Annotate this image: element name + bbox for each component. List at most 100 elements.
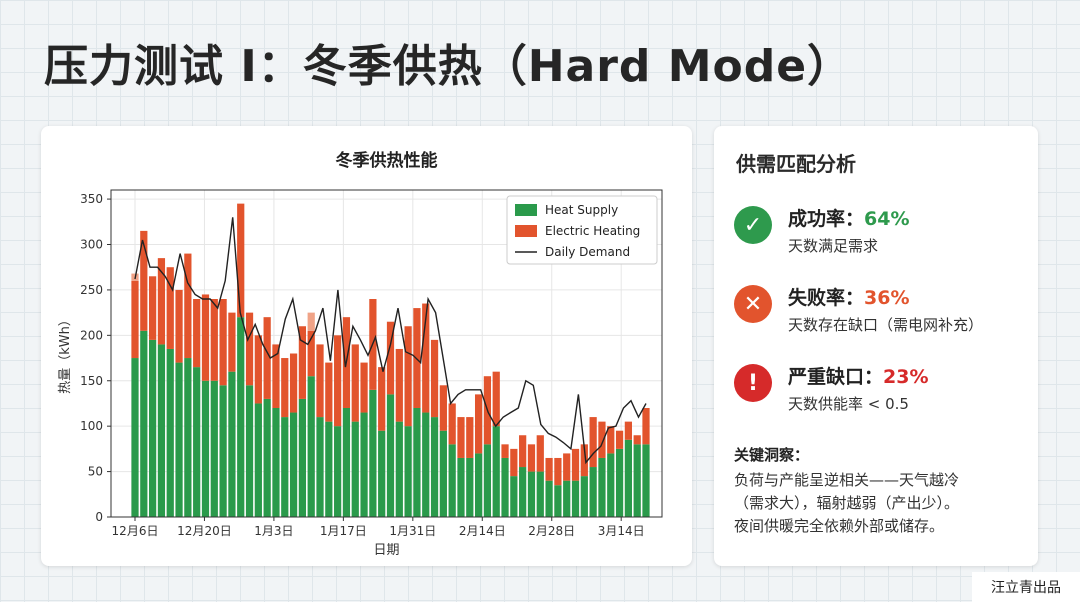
bar-heat-supply [334,426,342,517]
page-title: 压力测试 I：冬季供热（Hard Mode） [44,41,853,92]
bar-electric-heating [633,435,641,445]
bar-electric-heating [307,330,315,377]
bar-heat-supply [571,480,580,517]
bar-heat-supply [237,317,245,517]
bar-electric-heating [413,308,421,408]
x-tick-label: 12月20日 [177,524,232,538]
panel-title: 供需匹配分析 [736,152,856,176]
bar-electric-heating [580,444,588,477]
bar-electric-heating [228,312,236,372]
bar-heat-supply [510,476,518,517]
bar-heat-supply [210,380,218,517]
bar-electric-heating [448,403,456,445]
y-tick-label: 250 [80,283,103,297]
bar-electric-heating [386,321,395,395]
bar-electric-heating [281,358,289,418]
bar-electric-heating [607,426,615,454]
author-tag: 汪立青出品 [972,572,1080,602]
bar-electric-heating [325,362,333,422]
bar-electric-heating [157,258,166,345]
bar-electric-heating [140,230,148,331]
bar-heat-supply [298,398,307,517]
winter-heat-chart: 冬季供热性能 0 50 100 150 200 250 300 350 12月6日 12月20日 1月… [58,150,663,558]
bar-electric-heating [439,385,447,431]
metric-value: 64% [864,208,910,230]
x-tick-label: 1月3日 [254,524,293,538]
bar-heat-supply [457,457,465,517]
severe-gap-metric: ! 严重缺口：23% 天数供能率 < 0.5 [734,362,929,414]
bar-heat-supply [395,421,403,517]
bar-electric-heating [422,303,430,413]
metric-value: 36% [864,287,910,309]
bar-heat-supply [157,344,166,517]
bar-electric-heating [131,280,139,359]
bar-heat-supply [519,467,527,517]
bar-heat-supply [492,426,500,517]
bar-electric-heating [615,430,624,449]
y-tick-label: 350 [80,192,103,206]
legend-label: Daily Demand [545,245,630,259]
bar-heat-supply [580,476,588,517]
metric-label: 严重缺口： [788,366,884,388]
bar-heat-supply [536,471,544,517]
bar-heat-supply [219,385,227,517]
exclamation-circle-icon: ! [734,364,772,402]
bar-heat-supply [149,339,157,517]
bar-electric-heating [474,394,483,454]
bar-electric-heating [201,294,210,381]
bar-heat-supply [624,439,632,517]
bar-heat-supply [422,412,430,517]
bar-heat-supply [589,467,597,517]
bar-heat-supply [360,412,368,517]
x-tick-label: 12月6日 [112,524,159,538]
x-tick-label: 1月31日 [389,524,436,538]
bar-electric-heating [184,253,192,359]
y-tick-label: 200 [80,328,103,342]
bar-heat-supply [351,421,359,517]
bar-unmet [307,312,315,331]
bar-electric-heating [492,371,500,427]
bar-heat-supply [563,480,571,517]
bar-electric-heating [563,453,571,481]
bar-heat-supply [175,362,183,517]
bar-electric-heating [378,367,386,431]
bar-heat-supply [289,412,298,517]
bar-heat-supply [413,408,421,517]
y-tick-label: 300 [80,238,103,252]
bar-heat-supply [607,453,615,517]
bar-electric-heating [334,335,342,427]
bar-electric-heating [510,448,518,477]
metric-label: 失败率： [788,287,865,309]
metric-value: 23% [883,366,929,388]
bar-heat-supply [193,367,201,517]
plot-frame [110,189,663,518]
metric-desc: 天数满足需求 [788,237,879,255]
bar-heat-supply [448,444,456,517]
x-tick-label: 1月17日 [320,524,367,538]
metric-desc: 天数供能率 < 0.5 [788,395,909,413]
insight-line: 夜间供暖完全依赖外部或储存。 [734,517,945,535]
legend-label: Heat Supply [545,203,618,217]
metric-desc: 天数存在缺口（需电网补充） [788,316,984,334]
bar-electric-heating [219,299,227,386]
bar-heat-supply [527,471,536,517]
bar-heat-supply [245,385,254,517]
bar-electric-heating [245,312,254,386]
bar-heat-supply [483,444,492,517]
bar-heat-supply [386,394,395,517]
legend-box [506,195,658,265]
x-axis-label: 日期 [373,543,399,558]
insight-line: 负荷与产能呈逆相关——天气越冷 [734,471,960,489]
bar-heat-supply [430,417,439,517]
bar-electric-heating [430,339,439,418]
bar-heat-supply [439,430,447,517]
bar-heat-supply [201,380,210,517]
x-tick-label: 2月14日 [459,524,506,538]
bar-electric-heating [395,348,403,422]
daily-demand-line [134,217,647,465]
check-circle-icon: ✓ [734,206,772,244]
y-tick-label: 100 [80,419,103,433]
bar-electric-heating [360,362,368,413]
legend-swatch-electric [515,225,537,237]
bar-heat-supply [615,448,624,517]
